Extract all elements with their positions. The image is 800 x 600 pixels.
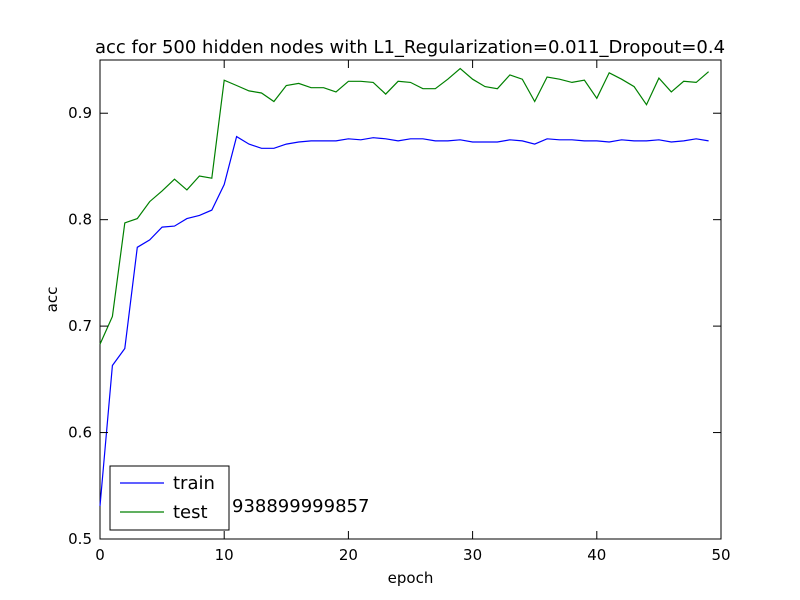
- plot-area: [99, 59, 722, 540]
- y-tick-label: 0.5: [68, 530, 92, 548]
- x-tick-label: 50: [711, 546, 730, 564]
- legend-box: [109, 465, 230, 531]
- x-axis-label: epoch: [388, 569, 434, 587]
- y-tick-label: 0.8: [68, 211, 92, 229]
- x-tick-label: 10: [215, 546, 234, 564]
- tick-layer: 0 10 20 30 40 50 0.5 0.6 0.7 0.8 0.9: [68, 60, 731, 564]
- chart-annotation: 938899999857: [232, 496, 369, 517]
- legend-label-train: train: [173, 473, 215, 494]
- legend-items: train test: [120, 473, 215, 523]
- y-tick-label: 0.6: [68, 424, 92, 442]
- legend-label-test: test: [173, 502, 208, 523]
- y-tick-label: 0.9: [68, 104, 92, 122]
- series-layer: [99, 67, 709, 507]
- x-tick-label: 20: [339, 546, 358, 564]
- x-tick-label: 0: [95, 546, 105, 564]
- x-tick-label: 30: [463, 546, 482, 564]
- y-axis-label: acc: [43, 287, 61, 313]
- series-line-train: [99, 135, 709, 507]
- x-tick-label: 40: [587, 546, 606, 564]
- y-tick-label: 0.7: [68, 317, 92, 335]
- chart-title: acc for 500 hidden nodes with L1_Regular…: [95, 37, 725, 58]
- series-line-test: [99, 67, 709, 345]
- legend: train test: [109, 465, 230, 531]
